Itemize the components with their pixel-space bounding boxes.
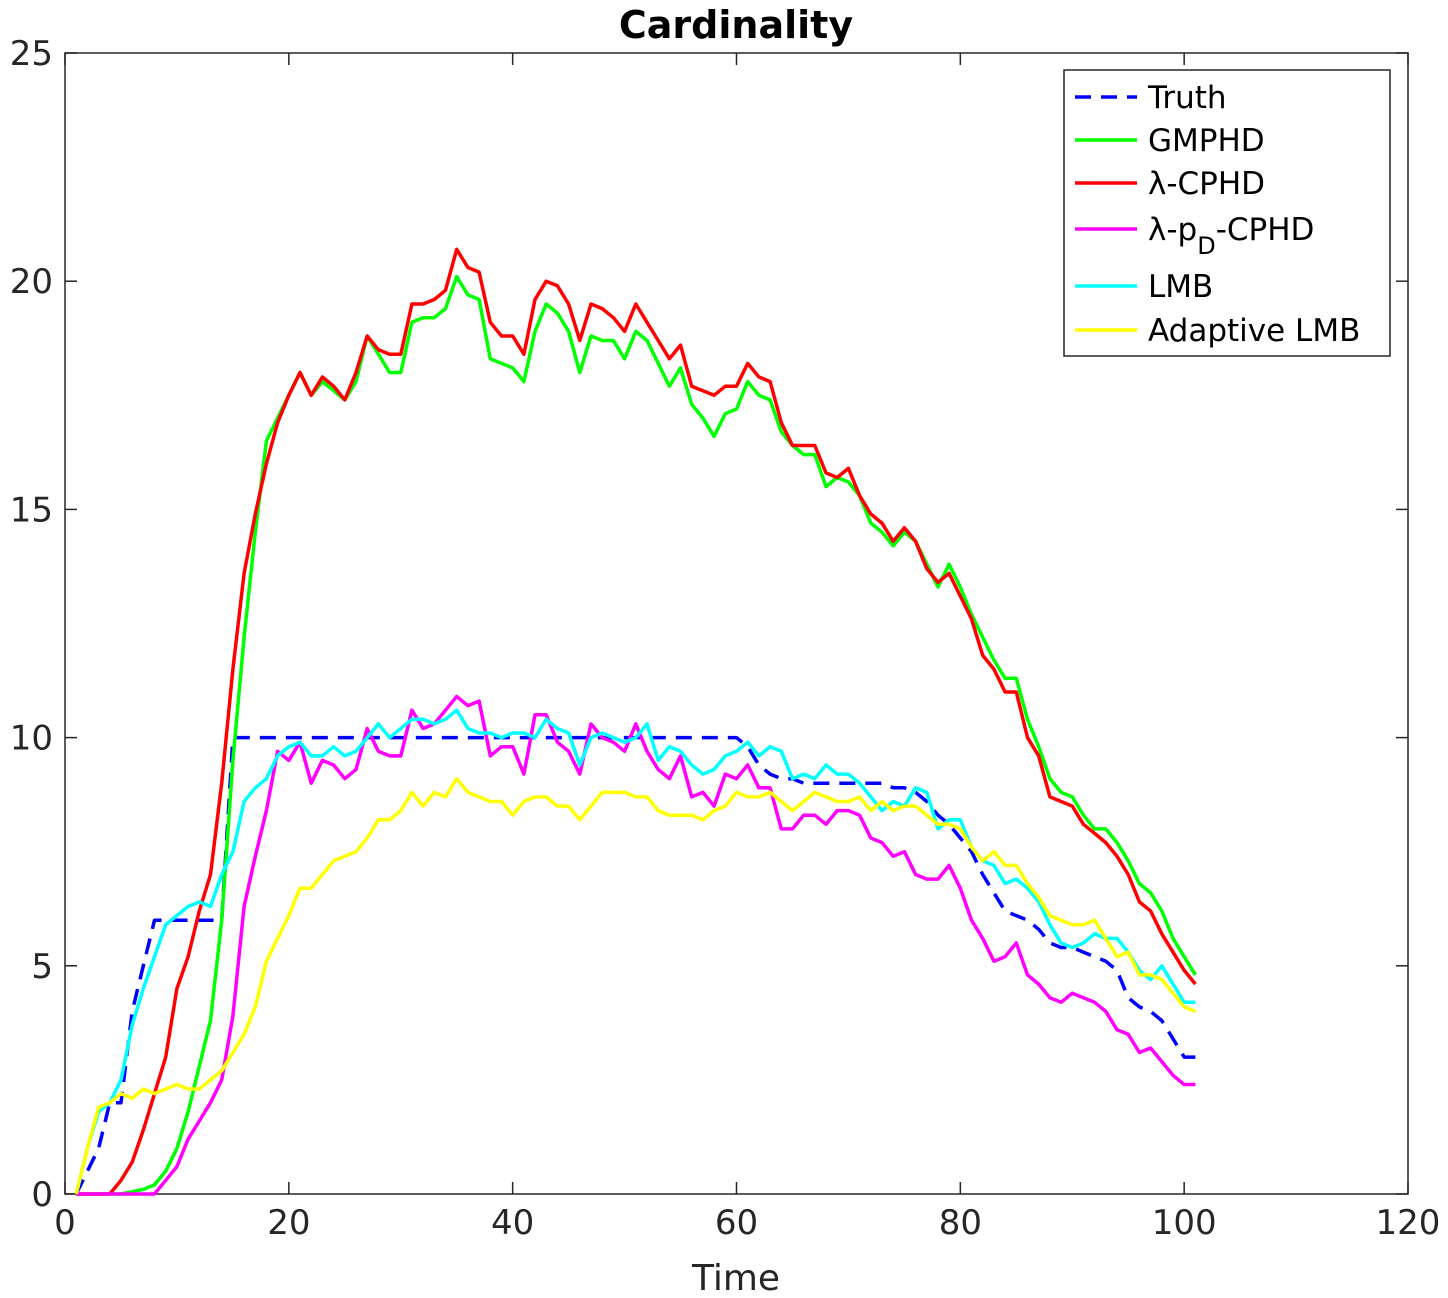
axis-ticks: 0 20 40 60 80 100 120 0 5 10 15 20 25	[10, 34, 1441, 1243]
legend-box	[1063, 69, 1391, 357]
legend-label-4: LMB	[1148, 269, 1213, 305]
y-tick-label: 25	[10, 34, 53, 74]
x-tick-label: 40	[491, 1203, 534, 1243]
series-line-5	[74, 776, 1197, 1195]
x-tick-label: 80	[939, 1203, 982, 1243]
legend-label-0: Truth	[1147, 80, 1227, 116]
x-tick-label: 60	[715, 1203, 758, 1243]
series-line-4	[74, 708, 1196, 1195]
x-tick-label: 100	[1152, 1203, 1217, 1243]
legend-label-5: Adaptive LMB	[1148, 313, 1360, 349]
x-tick-label: 20	[267, 1203, 310, 1243]
series-line-3	[76, 694, 1196, 1196]
x-axis-label: Time	[691, 1258, 780, 1298]
y-tick-label: 10	[10, 719, 53, 759]
y-tick-label: 5	[31, 947, 53, 987]
x-tick-label: 120	[1376, 1203, 1441, 1243]
y-tick-label: 20	[10, 262, 53, 302]
series-layer	[74, 247, 1197, 1196]
x-tick-label: 0	[54, 1203, 76, 1243]
series-line-1	[76, 274, 1197, 1196]
legend-label-1: GMPHD	[1148, 123, 1265, 159]
series-line-2	[76, 247, 1197, 1196]
chart-title: Cardinality	[619, 3, 853, 47]
y-tick-label: 0	[31, 1175, 53, 1215]
legend: Truth GMPHD λ-CPHD λ-pD-CPHD LMB Adaptive LMB	[1063, 69, 1391, 357]
legend-label-2: λ-CPHD	[1148, 166, 1265, 202]
y-tick-label: 15	[10, 490, 53, 530]
legend-label-3: λ-pD-CPHD	[1148, 212, 1314, 260]
